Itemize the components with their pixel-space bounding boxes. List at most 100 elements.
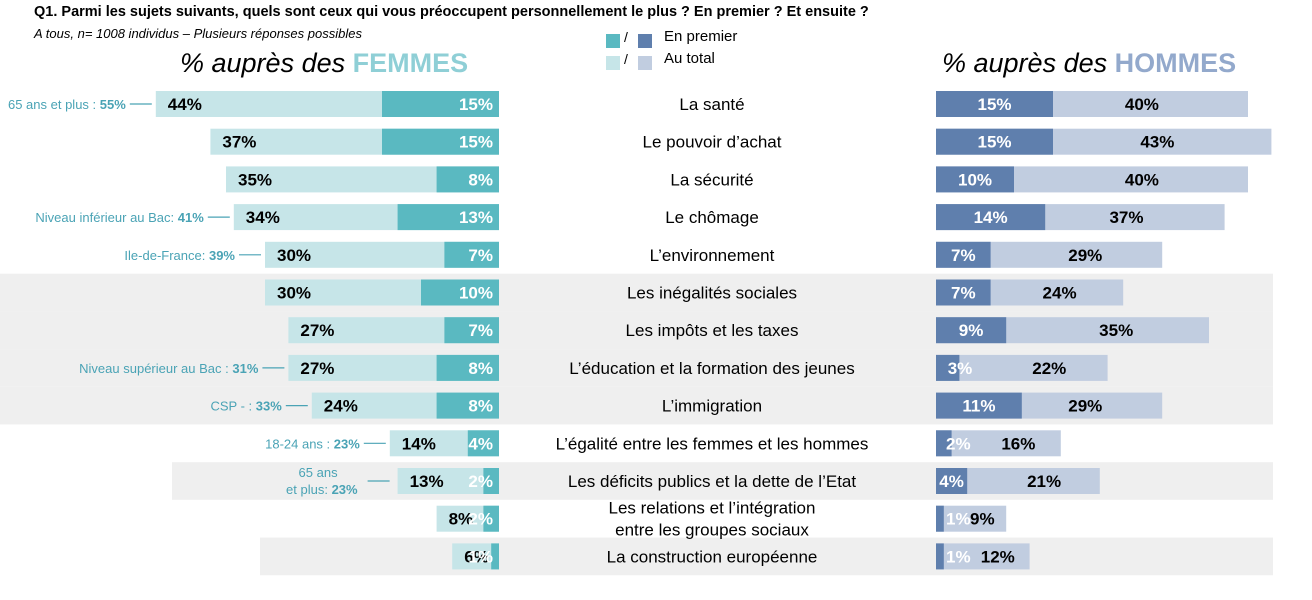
row-band: [260, 537, 1273, 576]
side-note-text: Ile-de-France:: [124, 248, 209, 263]
women-first-label: 7%: [468, 246, 493, 265]
side-note-label: 18-24 ans : 23%: [265, 436, 360, 451]
men-first-bar: [936, 543, 944, 570]
women-total-label: 37%: [222, 133, 256, 152]
men-total-bar: [936, 505, 1007, 532]
category-label: entre les groupes sociaux: [615, 521, 809, 540]
side-note-value: 23%: [332, 482, 358, 497]
men-header-prefix: % auprès des: [942, 48, 1108, 78]
legend-label-first: En premier: [664, 28, 738, 45]
women-first-label: 8%: [468, 170, 493, 189]
men-first-bar: [936, 204, 1046, 231]
side-note-value: 39%: [209, 248, 235, 263]
men-first-bar: [936, 468, 968, 494]
women-first-bar: [436, 392, 499, 419]
men-first-bar: [936, 91, 1053, 117]
men-first-label: 9%: [959, 321, 984, 340]
men-first-bar: [936, 505, 944, 532]
women-first-label: 1%: [468, 547, 493, 566]
side-note-label: et plus: 23%: [286, 482, 358, 497]
men-header-word: HOMMES: [1114, 48, 1237, 78]
women-first-bar: [483, 468, 499, 494]
men-total-label: 16%: [1001, 434, 1035, 453]
men-total-label: 40%: [1125, 170, 1159, 189]
women-total-label: 24%: [324, 397, 358, 416]
women-first-label: 15%: [459, 95, 493, 114]
women-total-label: 35%: [238, 170, 272, 189]
men-total-label: 35%: [1099, 321, 1133, 340]
category-label: Le pouvoir d’achat: [643, 133, 782, 152]
chart-subtitle: A tous, n= 1008 individus – Plusieurs ré…: [34, 26, 362, 41]
men-total-label: 43%: [1140, 133, 1174, 152]
women-total-label: 27%: [300, 321, 334, 340]
side-note-value: 31%: [232, 361, 258, 376]
men-first-label: 15%: [977, 95, 1011, 114]
women-first-label: 8%: [468, 359, 493, 378]
men-total-label: 37%: [1109, 208, 1143, 227]
men-first-bar: [936, 279, 991, 306]
side-note-label: Niveau supérieur au Bac : 31%: [79, 361, 259, 376]
men-first-label: 10%: [958, 170, 992, 189]
legend-slash: /: [624, 51, 628, 67]
men-total-bar: [936, 543, 1030, 570]
men-total-label: 9%: [970, 510, 995, 529]
legend-slash: /: [624, 29, 628, 45]
women-first-bar: [444, 317, 499, 344]
legend-label-total: Au total: [664, 50, 715, 67]
side-note-value: 33%: [256, 399, 282, 414]
women-total-label: 6%: [464, 547, 489, 566]
men-header: % auprès des HOMMES: [942, 48, 1236, 79]
category-label: Les impôts et les taxes: [626, 321, 799, 340]
women-first-bar: [444, 241, 499, 268]
category-label: Les inégalités sociales: [627, 284, 797, 303]
side-note-text: CSP - :: [210, 399, 255, 414]
men-first-label: 15%: [977, 133, 1011, 152]
men-total-bar: [936, 354, 1108, 381]
men-first-bar: [936, 241, 991, 268]
category-label: La construction européenne: [607, 547, 818, 566]
women-first-label: 15%: [459, 133, 493, 152]
men-total-label: 24%: [1043, 284, 1077, 303]
side-note-value: 55%: [100, 97, 126, 112]
legend-swatch-men-total: [638, 56, 652, 70]
women-first-label: 8%: [468, 397, 493, 416]
men-first-bar: [936, 128, 1053, 155]
women-first-bar: [483, 505, 499, 532]
women-first-bar: [421, 279, 499, 306]
men-first-bar: [936, 430, 952, 457]
women-first-bar: [491, 543, 499, 570]
side-note-text: 65 ans et plus :: [8, 97, 100, 112]
category-label: Les déficits publics et la dette de l’Et…: [568, 472, 856, 491]
men-first-label: 11%: [962, 397, 995, 416]
women-first-bar: [436, 166, 499, 193]
women-first-label: 2%: [468, 472, 493, 491]
men-first-label: 7%: [951, 284, 976, 303]
side-note-label: CSP - : 33%: [210, 399, 282, 414]
men-total-label: 29%: [1068, 397, 1102, 416]
women-first-label: 13%: [459, 208, 493, 227]
women-header-prefix: % auprès des: [180, 48, 346, 78]
men-first-bar: [936, 166, 1014, 193]
women-first-label: 10%: [459, 284, 493, 303]
men-first-bar: [936, 392, 1022, 419]
side-note-label: 65 ans: [299, 465, 339, 480]
women-total-label: 30%: [277, 284, 311, 303]
women-total-label: 13%: [410, 472, 444, 491]
side-note-text: Niveau inférieur au Bac:: [35, 210, 177, 225]
men-first-bar: [936, 354, 960, 381]
women-first-bar: [397, 204, 499, 231]
men-first-bar: [936, 317, 1007, 344]
women-total-label: 8%: [449, 510, 474, 529]
side-note-label: Ile-de-France: 39%: [124, 248, 235, 263]
legend-swatch-women-first: [606, 34, 620, 48]
side-note-label: Niveau inférieur au Bac: 41%: [35, 210, 204, 225]
women-first-label: 7%: [468, 321, 493, 340]
women-total-bar: [397, 468, 499, 494]
category-label: La santé: [679, 95, 744, 114]
legend-swatch-men-first: [638, 34, 652, 48]
category-label: Les relations et l’intégration: [609, 499, 816, 518]
men-first-label: 7%: [951, 246, 976, 265]
men-first-label: 3%: [948, 359, 973, 378]
men-first-label: 1%: [946, 510, 971, 529]
